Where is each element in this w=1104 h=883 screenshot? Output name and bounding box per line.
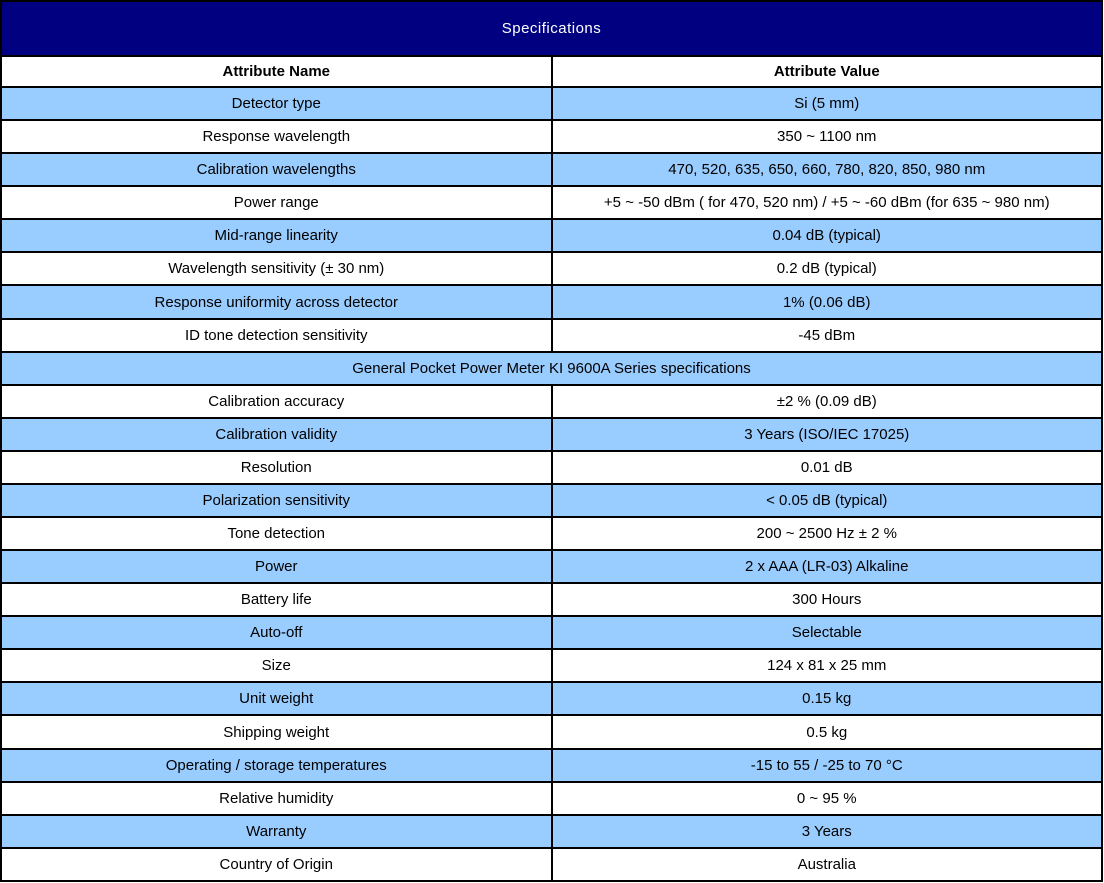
column-header-attribute-value: Attribute Value xyxy=(550,55,1103,88)
attribute-value-cell: 0.04 dB (typical) xyxy=(550,218,1103,254)
attribute-value-cell: 200 ~ 2500 Hz ± 2 % xyxy=(550,516,1103,552)
table-row: Warranty 3 Years xyxy=(0,813,1103,849)
attribute-value-cell: 300 Hours xyxy=(550,582,1103,618)
table-row: Resolution 0.01 dB xyxy=(0,449,1103,485)
table-row: Shipping weight 0.5 kg xyxy=(0,714,1103,750)
table-row: Operating / storage temperatures -15 to 5… xyxy=(0,747,1103,783)
attribute-name-cell: Unit weight xyxy=(0,681,553,717)
attribute-value-cell: 470, 520, 635, 650, 660, 780, 820, 850, … xyxy=(550,152,1103,188)
attribute-value-cell: 0.15 kg xyxy=(550,681,1103,717)
attribute-name-cell: Response wavelength xyxy=(0,119,553,155)
attribute-value-cell: < 0.05 dB (typical) xyxy=(550,482,1103,519)
attribute-name-cell: Power range xyxy=(0,185,553,221)
attribute-value-cell: 2 x AAA (LR-03) Alkaline xyxy=(550,549,1103,585)
attribute-name-cell: Country of Origin xyxy=(0,846,553,883)
attribute-value-cell: Si (5 mm) xyxy=(550,85,1103,122)
attribute-value-cell: -15 to 55 / -25 to 70 °C xyxy=(550,747,1103,783)
attribute-name-cell: Detector type xyxy=(0,85,553,122)
attribute-name-cell: Battery life xyxy=(0,582,553,618)
attribute-value-cell: Australia xyxy=(550,846,1103,883)
attribute-value-cell: 1% (0.06 dB) xyxy=(550,284,1103,320)
table-row: Calibration wavelengths 470, 520, 635, 65… xyxy=(0,152,1103,188)
table-row: Relative humidity 0 ~ 95 % xyxy=(0,780,1103,816)
table-row: Calibration validity 3 Years (ISO/IEC 170… xyxy=(0,416,1103,452)
table-row: Response uniformity across detector 1% (0… xyxy=(0,284,1103,320)
attribute-value-cell: +5 ~ -50 dBm ( for 470, 520 nm) / +5 ~ -… xyxy=(550,185,1103,221)
attribute-value-cell: 124 x 81 x 25 mm xyxy=(550,648,1103,684)
attribute-name-cell: Operating / storage temperatures xyxy=(0,747,553,783)
table-row: Power 2 x AAA (LR-03) Alkaline xyxy=(0,549,1103,585)
attribute-name-cell: Relative humidity xyxy=(0,780,553,816)
table-row: Mid-range linearity 0.04 dB (typical) xyxy=(0,218,1103,254)
attribute-name-cell: Size xyxy=(0,648,553,684)
attribute-value-cell: 0.5 kg xyxy=(550,714,1103,750)
attribute-name-cell: Resolution xyxy=(0,449,553,485)
attribute-name-cell: Calibration accuracy xyxy=(0,383,553,419)
attribute-value-cell: 0 ~ 95 % xyxy=(550,780,1103,816)
table-row: Unit weight 0.15 kg xyxy=(0,681,1103,717)
attribute-value-cell: Selectable xyxy=(550,615,1103,651)
table-row: Country of Origin Australia xyxy=(0,846,1103,883)
table-row: Size 124 x 81 x 25 mm xyxy=(0,648,1103,684)
table-row: Wavelength sensitivity (± 30 nm) 0.2 dB (… xyxy=(0,251,1103,287)
table-body: Detector type Si (5 mm) Response wavelengt… xyxy=(0,85,1103,883)
attribute-value-cell: 0.01 dB xyxy=(550,449,1103,485)
attribute-name-cell: Response uniformity across detector xyxy=(0,284,553,320)
table-row: Response wavelength 350 ~ 1100 nm xyxy=(0,119,1103,155)
attribute-name-cell: ID tone detection sensitivity xyxy=(0,317,553,353)
table-row: Power range +5 ~ -50 dBm ( for 470, 520 n… xyxy=(0,185,1103,221)
attribute-name-cell: Auto-off xyxy=(0,615,553,651)
column-header-row: Attribute Name Attribute Value xyxy=(0,55,1103,88)
attribute-name-cell: Calibration validity xyxy=(0,416,553,452)
attribute-name-cell: Mid-range linearity xyxy=(0,218,553,254)
table-row: ID tone detection sensitivity -45 dBm xyxy=(0,317,1103,353)
attribute-name-cell: Tone detection xyxy=(0,516,553,552)
attribute-name-cell: Calibration wavelengths xyxy=(0,152,553,188)
attribute-name-cell: Warranty xyxy=(0,813,553,849)
attribute-name-cell: Shipping weight xyxy=(0,714,553,750)
column-header-attribute-name: Attribute Name xyxy=(0,55,553,88)
table-row: General Pocket Power Meter KI 9600A Seri… xyxy=(0,350,1103,386)
table-row: Tone detection 200 ~ 2500 Hz ± 2 % xyxy=(0,516,1103,552)
attribute-value-cell: ±2 % (0.09 dB) xyxy=(550,383,1103,419)
section-header-cell: General Pocket Power Meter KI 9600A Seri… xyxy=(0,350,1103,386)
attribute-value-cell: -45 dBm xyxy=(550,317,1103,353)
attribute-value-cell: 0.2 dB (typical) xyxy=(550,251,1103,287)
table-row: Calibration accuracy ±2 % (0.09 dB) xyxy=(0,383,1103,419)
table-row: Detector type Si (5 mm) xyxy=(0,85,1103,122)
attribute-name-cell: Wavelength sensitivity (± 30 nm) xyxy=(0,251,553,287)
attribute-value-cell: 350 ~ 1100 nm xyxy=(550,119,1103,155)
attribute-value-cell: 3 Years xyxy=(550,813,1103,849)
table-row: Battery life 300 Hours xyxy=(0,582,1103,618)
attribute-name-cell: Power xyxy=(0,549,553,585)
title-row: Specifications xyxy=(0,0,1103,57)
attribute-value-cell: 3 Years (ISO/IEC 17025) xyxy=(550,416,1103,452)
table-row: Polarization sensitivity < 0.05 dB (typic… xyxy=(0,482,1103,519)
page-title: Specifications xyxy=(0,0,1103,57)
table-row: Auto-off Selectable xyxy=(0,615,1103,651)
attribute-name-cell: Polarization sensitivity xyxy=(0,482,553,519)
